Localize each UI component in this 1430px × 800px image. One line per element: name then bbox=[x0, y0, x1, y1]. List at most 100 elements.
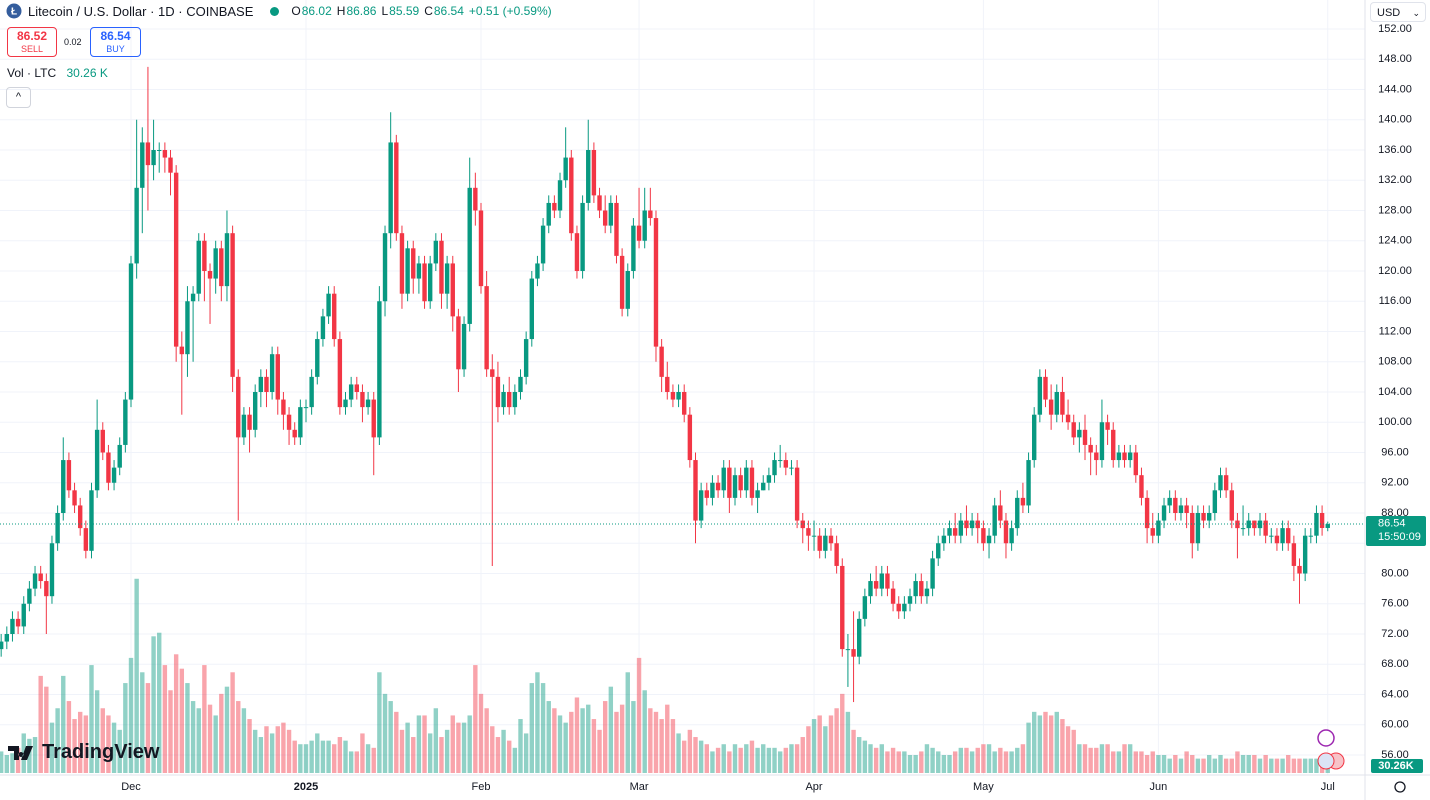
candle-body bbox=[388, 142, 393, 234]
volume-bar bbox=[94, 690, 100, 773]
volume-bar bbox=[986, 744, 992, 773]
candle-body bbox=[789, 467, 794, 469]
volume-bar bbox=[992, 751, 997, 773]
candle-body bbox=[213, 248, 218, 279]
volume-bar bbox=[4, 755, 10, 773]
candle-body bbox=[264, 376, 269, 392]
candle-body bbox=[162, 150, 168, 158]
last-price-box bbox=[1366, 516, 1426, 547]
volume-bar bbox=[61, 675, 66, 773]
svg-text:Ł: Ł bbox=[11, 7, 17, 18]
volume-bar bbox=[1026, 722, 1031, 773]
candle-body bbox=[992, 505, 997, 536]
volume-title: Vol · LTC bbox=[7, 66, 57, 80]
volume-bar bbox=[44, 686, 49, 773]
volume-bar bbox=[947, 755, 952, 773]
candle-body bbox=[490, 369, 495, 377]
event-icon bbox=[1317, 729, 1335, 747]
candle-body bbox=[1003, 520, 1009, 544]
volume-bar bbox=[1263, 755, 1268, 773]
candle-body bbox=[1291, 543, 1297, 566]
volume-bar bbox=[868, 744, 873, 773]
candle-body bbox=[55, 513, 60, 544]
buy-button[interactable]: 86.54 BUY bbox=[90, 27, 141, 57]
volume-bar bbox=[569, 711, 574, 773]
candle-body bbox=[461, 323, 467, 370]
candle-body bbox=[230, 233, 235, 377]
volume-bar bbox=[693, 737, 698, 773]
volume-bar bbox=[55, 708, 60, 773]
candle-body bbox=[732, 475, 738, 498]
candle-body bbox=[1269, 535, 1274, 537]
volume-bar bbox=[83, 715, 89, 773]
y-tick-label: 64.00 bbox=[1381, 688, 1409, 700]
volume-bar bbox=[264, 726, 269, 773]
volume-bar bbox=[552, 708, 557, 773]
candle-body bbox=[834, 543, 839, 566]
volume-bar bbox=[173, 654, 179, 773]
candle-body bbox=[365, 399, 371, 408]
candle-body bbox=[1060, 392, 1065, 415]
candle-body bbox=[535, 263, 540, 279]
candle-body bbox=[591, 150, 597, 196]
volume-bar bbox=[230, 672, 235, 773]
volume-bar bbox=[1252, 755, 1257, 773]
volume-bar bbox=[66, 701, 72, 773]
candle-body bbox=[924, 588, 930, 597]
y-tick-label: 148.00 bbox=[1378, 53, 1412, 65]
collapse-button[interactable]: ^ bbox=[6, 87, 31, 108]
volume-bar bbox=[416, 715, 422, 773]
symbol-title[interactable]: Litecoin / U.S. Dollar · 1D · COINBASE bbox=[28, 3, 254, 19]
candle-body bbox=[1190, 513, 1195, 544]
volume-bar bbox=[1269, 758, 1274, 773]
candle-body bbox=[749, 467, 755, 498]
sell-price: 86.52 bbox=[16, 29, 48, 43]
candle-body bbox=[907, 596, 913, 604]
volume-bar bbox=[602, 701, 608, 773]
volume-bar bbox=[337, 737, 343, 773]
candle-body bbox=[1009, 528, 1014, 544]
brand-logo[interactable]: TradingView bbox=[8, 741, 160, 764]
market-status[interactable] bbox=[270, 6, 280, 16]
volume-bar bbox=[140, 672, 145, 773]
volume-bar bbox=[704, 744, 709, 773]
volume-bar bbox=[354, 751, 359, 773]
currency-select[interactable]: USD ⌄ bbox=[1370, 2, 1426, 22]
volume-bar bbox=[134, 578, 139, 773]
volume-bar bbox=[38, 675, 43, 773]
volume-bar bbox=[687, 729, 693, 773]
volume-bar bbox=[241, 708, 247, 773]
x-tick-label: Jul bbox=[1321, 781, 1335, 793]
brand-mark bbox=[8, 745, 33, 760]
volume-bar bbox=[1314, 758, 1319, 773]
volume-bar bbox=[1280, 758, 1285, 773]
volume-bar bbox=[501, 729, 506, 773]
volume-bar bbox=[879, 744, 884, 773]
candle-body bbox=[766, 475, 772, 483]
volume-bar bbox=[168, 690, 173, 773]
candle-body bbox=[111, 467, 117, 483]
volume-bar bbox=[518, 719, 523, 773]
volume-bar bbox=[512, 747, 518, 773]
candle-body bbox=[986, 535, 992, 544]
volume-bar bbox=[490, 726, 495, 773]
volume-bar bbox=[930, 747, 935, 773]
volume-bar bbox=[744, 744, 749, 773]
sell-button[interactable]: 86.52 SELL bbox=[7, 27, 57, 57]
candle-body bbox=[207, 271, 213, 279]
candle-body bbox=[422, 263, 427, 302]
volume-bar bbox=[1184, 751, 1189, 773]
volume-bar bbox=[958, 747, 964, 773]
candle-body bbox=[1037, 376, 1043, 415]
candle-body bbox=[998, 505, 1003, 521]
candle-body bbox=[1077, 429, 1082, 438]
y-tick-label: 116.00 bbox=[1379, 295, 1412, 307]
candle-body bbox=[1156, 520, 1161, 536]
x-tick-label: Apr bbox=[805, 781, 822, 793]
volume-bar bbox=[1065, 726, 1071, 773]
candle-body bbox=[247, 414, 252, 430]
candle-body bbox=[348, 384, 354, 400]
volume-bar bbox=[1071, 729, 1076, 773]
volume-bar bbox=[196, 708, 201, 773]
candle-body bbox=[1218, 475, 1223, 491]
